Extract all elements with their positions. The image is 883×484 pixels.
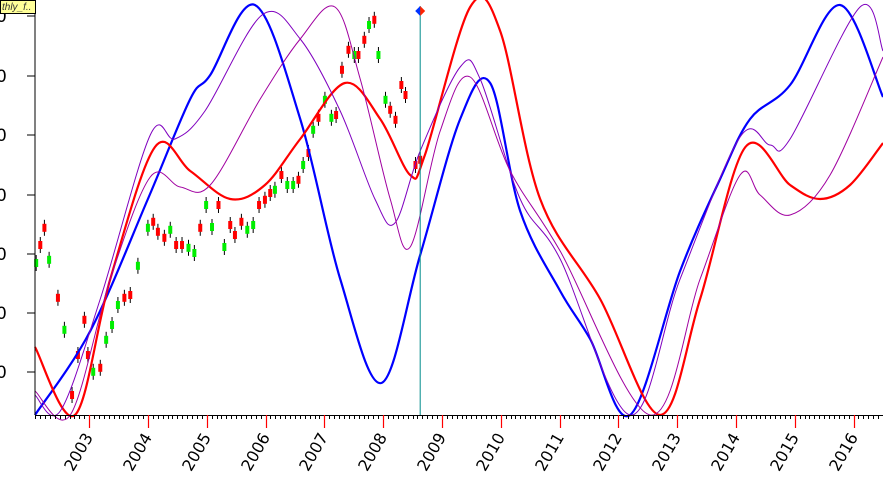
candle-body: [262, 195, 267, 204]
x-tick-label: 2015: [766, 430, 803, 475]
candle-body: [122, 293, 127, 302]
candle-body: [268, 189, 273, 197]
candle-body: [232, 231, 237, 239]
candle-body: [376, 51, 381, 59]
x-tick-label: 2013: [648, 430, 685, 475]
candle-body: [329, 113, 334, 122]
candle-body: [222, 243, 227, 251]
candle-body: [98, 363, 103, 372]
candle-body: [228, 221, 233, 229]
x-tick-label: 2011: [531, 430, 568, 475]
candle-body: [115, 301, 120, 309]
candle-body: [104, 335, 109, 344]
candle-body: [110, 321, 115, 329]
y-tick-label: 0: [0, 186, 7, 206]
x-tick-label: 2004: [119, 430, 156, 475]
red-cycle-line: [34, 0, 883, 418]
candle-body: [174, 241, 179, 249]
candle-body: [239, 217, 244, 226]
x-tick-label: 2003: [60, 430, 97, 475]
x-tick-label: 2005: [178, 430, 215, 475]
candle-body: [82, 315, 87, 324]
candle-body: [204, 201, 209, 209]
candle-body: [135, 261, 140, 270]
candle-body: [316, 113, 321, 122]
candle-body: [128, 291, 133, 299]
x-tick-label: 2009: [413, 430, 450, 475]
x-tick-label: 2007: [295, 430, 332, 475]
candle-body: [311, 125, 316, 134]
x-tick-label: 2008: [354, 430, 391, 475]
candle-body: [55, 293, 60, 302]
x-tick-label: 2006: [237, 430, 274, 475]
candle-body: [91, 367, 96, 376]
candle-body: [192, 249, 197, 257]
series-tooltip: thly_f..: [0, 0, 36, 14]
y-tick-label: 0: [0, 126, 7, 146]
cursor-marker-right: [420, 6, 426, 16]
x-tick-label: 2014: [707, 430, 744, 475]
candle-body: [85, 351, 90, 359]
candle-body: [168, 225, 173, 234]
candle-body: [145, 223, 150, 232]
candle-body: [257, 201, 262, 209]
candle-body: [155, 227, 160, 236]
candle-body: [383, 95, 388, 104]
candle-body: [245, 225, 250, 234]
candle-body: [47, 255, 52, 264]
candle-body: [70, 391, 75, 399]
candle-body: [279, 171, 284, 179]
y-tick-label: 0: [0, 304, 7, 324]
candle-body: [388, 105, 393, 114]
candle-body: [399, 81, 404, 89]
candle-body: [162, 233, 167, 242]
candle-body: [38, 241, 43, 249]
candle-body: [346, 45, 351, 54]
candle-body: [339, 65, 344, 74]
x-tick-label: 2016: [825, 430, 862, 475]
candle-body: [285, 181, 290, 189]
y-tick-label: 0: [0, 7, 7, 27]
candle-body: [367, 21, 372, 29]
candle-body: [62, 325, 67, 334]
candle-body: [322, 95, 327, 104]
candle-body: [272, 185, 277, 194]
candle-body: [301, 161, 306, 169]
purple-cycle-2-line: [34, 5, 883, 421]
x-tick-label: 2010: [472, 430, 509, 475]
blue-cycle-line: [34, 3, 883, 418]
candle-body: [216, 201, 221, 209]
candle-body: [291, 181, 296, 189]
candle-body: [186, 243, 191, 252]
candle-body: [210, 223, 215, 231]
candle-body: [251, 221, 256, 229]
candles-layer: [34, 11, 423, 403]
candle-body: [352, 51, 357, 59]
purple-cycle-1-line: [34, 3, 883, 417]
candle-body: [403, 91, 408, 99]
candle-body: [393, 115, 398, 124]
candle-body: [198, 223, 203, 232]
candle-body: [42, 223, 47, 232]
candle-body: [180, 241, 185, 249]
candle-body: [372, 15, 377, 24]
series-layer: [34, 0, 883, 421]
y-tick-label: 0: [0, 67, 7, 87]
candle-body: [34, 259, 39, 267]
candle-body: [356, 51, 361, 59]
x-tick-label: 2012: [589, 430, 626, 475]
candle-body: [75, 351, 80, 359]
y-tick-label: 0: [0, 245, 7, 265]
candle-body: [151, 217, 156, 226]
candle-body: [362, 35, 367, 44]
cursor-marker-left: [415, 6, 421, 16]
candle-body: [334, 111, 339, 119]
cursor-layer[interactable]: [415, 6, 426, 415]
candle-body: [296, 175, 301, 184]
y-tick-label: 0: [0, 363, 7, 383]
